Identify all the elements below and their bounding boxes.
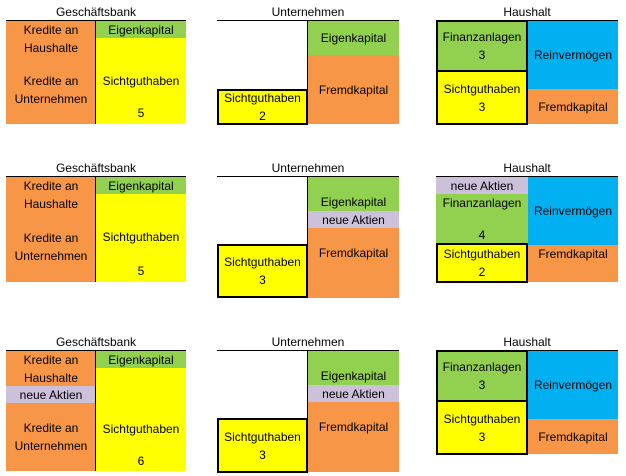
bank-eigenkapital: Eigenkapital: [96, 351, 186, 368]
bank-kredite-unternehmen: Kredite an Unternehmen: [6, 212, 96, 282]
firm-neue-aktien: neue Aktien: [308, 211, 399, 228]
balance-row-1: Geschäftsbank Kredite an Haushalte Kredi…: [0, 0, 626, 140]
bank-neue-aktien: neue Aktien: [6, 386, 96, 403]
household-neue-aktien: neue Aktien: [436, 177, 528, 194]
firm-eigenkapital: Eigenkapital: [308, 351, 399, 385]
t-account-divider: [307, 350, 308, 472]
bank-sichtguthaben: Sichtguthaben 5: [96, 38, 186, 124]
t-account-line: [6, 176, 186, 177]
t-account-line: [217, 176, 399, 177]
t-account-line: [217, 20, 399, 21]
firm-title: Unternehmen: [271, 335, 345, 349]
bank-title: Geschäftsbank: [55, 335, 137, 349]
t-account-line: [6, 350, 186, 351]
bank-sichtguthaben: Sichtguthaben 5: [96, 194, 186, 282]
balance-row-3: Geschäftsbank Kredite an Haushalte neue …: [0, 330, 626, 473]
bank-eigenkapital: Eigenkapital: [96, 177, 186, 194]
t-account-divider: [307, 176, 308, 298]
household-finanzanlagen: Finanzanlagen 3: [436, 350, 528, 402]
t-account-line: [217, 350, 399, 351]
firm-neue-aktien: neue Aktien: [308, 385, 399, 402]
t-account-divider: [95, 350, 96, 471]
household-title: Haushalt: [503, 335, 551, 349]
household-sichtguthaben: Sichtguthaben 3: [436, 400, 528, 455]
bank-title: Geschäftsbank: [55, 161, 137, 175]
household-fremdkapital: Fremdkapital: [528, 245, 618, 282]
household-fremdkapital: Fremdkapital: [528, 89, 618, 124]
household-reinvermoegen: Reinvermögen: [528, 21, 618, 89]
household-sichtguthaben: Sichtguthaben 2: [436, 243, 528, 283]
t-account-divider: [95, 20, 96, 124]
household-fremdkapital: Fremdkapital: [528, 419, 618, 454]
bank-kredite-unternehmen: Kredite an Unternehmen: [6, 403, 96, 471]
firm-fremdkapital: Fremdkapital: [308, 402, 399, 472]
bank-kredite-unternehmen: Kredite an Unternehmen: [6, 56, 96, 124]
firm-sichtguthaben: Sichtguthaben 3: [217, 418, 308, 473]
household-title: Haushalt: [503, 5, 551, 19]
t-account-line: [6, 20, 186, 21]
t-account-line: [436, 176, 618, 177]
t-account-divider: [95, 176, 96, 282]
firm-eigenkapital: Eigenkapital: [308, 21, 399, 55]
household-reinvermoegen: Reinvermögen: [528, 177, 618, 245]
firm-sichtguthaben: Sichtguthaben 3: [217, 244, 308, 298]
t-account-divider: [307, 20, 308, 124]
bank-sichtguthaben: Sichtguthaben 6: [96, 368, 186, 471]
household-sichtguthaben: Sichtguthaben 3: [436, 70, 528, 125]
firm-fremdkapital: Fremdkapital: [308, 55, 399, 124]
firm-eigenkapital: Eigenkapital: [308, 177, 399, 211]
bank-eigenkapital: Eigenkapital: [96, 21, 186, 38]
household-title: Haushalt: [503, 161, 551, 175]
bank-kredite-haushalte: Kredite an Haushalte: [6, 351, 96, 386]
firm-title: Unternehmen: [271, 161, 345, 175]
household-reinvermoegen: Reinvermögen: [528, 351, 618, 419]
household-finanzanlagen: Finanzanlagen 3: [436, 20, 528, 72]
firm-title: Unternehmen: [271, 5, 345, 19]
household-finanzanlagen: Finanzanlagen 4: [436, 194, 528, 245]
bank-kredite-haushalte: Kredite an Haushalte: [6, 21, 96, 56]
firm-sichtguthaben: Sichtguthaben 2: [217, 89, 308, 125]
firm-fremdkapital: Fremdkapital: [308, 228, 399, 298]
bank-kredite-haushalte: Kredite an Haushalte: [6, 177, 96, 212]
bank-title: Geschäftsbank: [55, 5, 137, 19]
balance-row-2: Geschäftsbank Kredite an Haushalte Kredi…: [0, 156, 626, 298]
